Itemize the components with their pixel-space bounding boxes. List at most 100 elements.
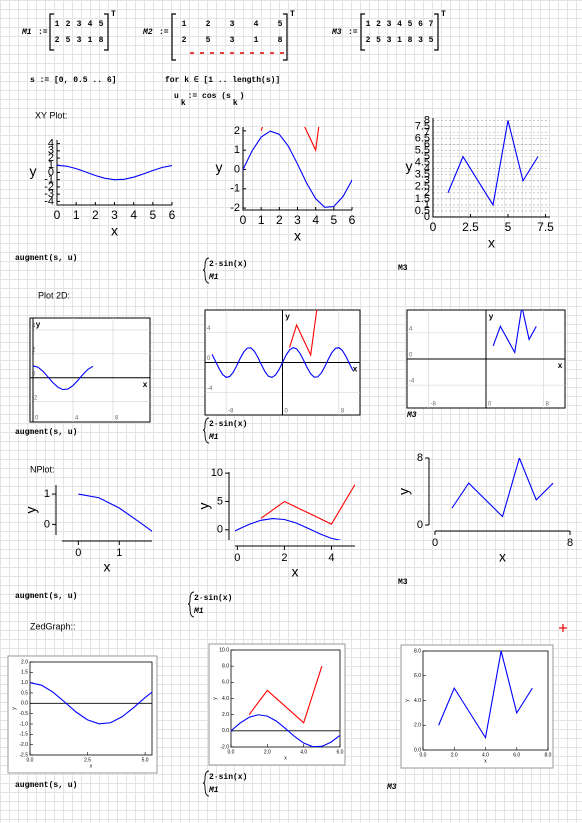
x-tick-label: 8: [341, 409, 345, 415]
definition-part: k: [233, 99, 238, 108]
y-tick-label: -4: [207, 386, 213, 392]
y-tick-label: -0.5: [19, 711, 28, 717]
y-tick-label: 0.5: [415, 205, 430, 217]
y-axis-title: y: [11, 707, 17, 710]
definition: for k ∈ [1 .. length(s)]: [165, 76, 280, 85]
x-tick-label: 6.0: [337, 749, 344, 755]
y-axis-title: y: [23, 507, 39, 514]
x-tick-label: 4.0: [300, 749, 307, 755]
matrix-cell: 4: [397, 20, 402, 29]
caption: augment(s, u): [15, 428, 77, 437]
y-axis-title: y: [285, 313, 290, 322]
y-axis-title: y: [216, 159, 223, 175]
x-tick-label: 5: [330, 213, 337, 227]
y-tick-label: 0: [417, 519, 423, 531]
x-axis-title: x: [294, 228, 301, 244]
y-tick-label: 2: [424, 187, 430, 199]
plot-area: [422, 650, 549, 751]
caption: 2·sin(x): [209, 773, 247, 782]
data-line: [260, 484, 355, 525]
matrix-cell: 2: [206, 20, 211, 29]
y-tick-label: 1.5: [21, 670, 28, 676]
x-tick-label: 3: [294, 213, 301, 227]
assign: :=: [38, 28, 48, 37]
x-axis-title: x: [353, 366, 358, 375]
x-tick-label: 0: [35, 416, 39, 422]
x-tick-label: 1: [116, 547, 122, 559]
x-tick-label: 2.0: [264, 749, 271, 755]
y-tick-label: 5.5: [415, 145, 430, 157]
caption: M3: [398, 264, 408, 273]
x-tick-label: 0: [285, 409, 289, 415]
x-tick-label: 6.0: [513, 752, 520, 758]
x-tick-label: 0.0: [420, 752, 427, 758]
y-tick-label: -3: [44, 188, 54, 200]
x-tick-label: 2.5: [462, 220, 479, 234]
y-tick-label: 10.0: [219, 647, 229, 653]
x-tick-label: 2: [276, 213, 283, 227]
matrix-cell: 6: [418, 20, 423, 29]
y-tick-label: 1: [424, 199, 430, 211]
y-tick-label: 8.0: [222, 663, 229, 669]
data-line: [30, 682, 152, 725]
data-line: [32, 365, 94, 391]
y-tick-label: 0.5: [21, 690, 28, 696]
x-tick-label: 7.5: [537, 220, 554, 234]
matrix-cell: 1: [397, 36, 402, 45]
matrix-cell: 2: [376, 20, 381, 29]
matrix-cell: 1: [366, 20, 371, 29]
caption: M1: [208, 433, 219, 442]
caption: augment(s, u): [15, 781, 77, 790]
x-tick-label: 0: [488, 402, 492, 408]
x-tick-label: -8: [228, 409, 234, 415]
y-tick-label: -2.5: [19, 752, 28, 758]
y-tick-label: 1.5: [415, 193, 430, 205]
definition-part: k: [181, 99, 186, 108]
x-tick-label: 8.0: [545, 752, 552, 758]
matrix-cell: 8: [278, 36, 283, 45]
matrix-cell: 3: [387, 20, 392, 29]
matrix-cell: 3: [77, 36, 82, 45]
x-tick-label: 6: [169, 208, 176, 222]
x-tick-label: 4: [312, 213, 319, 227]
y-tick-label: 0.0: [222, 728, 229, 734]
x-tick-label: 0: [54, 208, 61, 222]
matrix-cell: 3: [77, 20, 82, 29]
axes: [432, 118, 550, 218]
y-tick-label: 0.0: [21, 701, 28, 707]
x-tick-label: 2: [281, 552, 287, 564]
section-label: NPlot:: [30, 464, 55, 474]
x-axis-title: x: [558, 362, 563, 371]
y-tick-label: 4: [207, 326, 211, 332]
x-tick-label: 8: [545, 402, 549, 408]
x-axis-title: x: [499, 549, 506, 565]
y-tick-label: 1: [48, 159, 54, 171]
y-tick-label: 0: [32, 371, 36, 377]
y-tick-label: 0: [217, 524, 223, 536]
y-tick-label: 7.5: [415, 120, 430, 132]
transpose: T: [290, 10, 295, 19]
y-tick-label: 2.0: [414, 723, 421, 729]
y-axis-title: y: [212, 697, 218, 700]
matrix-cell: 1: [88, 36, 93, 45]
y-tick-label: 10: [211, 467, 223, 479]
matrix-cell: 2: [182, 36, 187, 45]
x-tick-label: 1: [258, 213, 265, 227]
x-tick-label: 3: [111, 208, 118, 222]
data-line: [447, 120, 539, 207]
x-tick-label: 5: [505, 220, 512, 234]
matrix-cell: 1: [55, 20, 60, 29]
matrix-cell: 4: [88, 20, 93, 29]
x-tick-label: 8: [567, 537, 573, 549]
y-tick-label: -1: [44, 174, 54, 186]
data-line: [289, 310, 318, 357]
y-tick-label: -1.5: [19, 732, 28, 738]
x-tick-label: 0.0: [27, 757, 34, 763]
y-tick-label: 4.0: [222, 696, 229, 702]
bracket: [171, 13, 288, 61]
data-line: [248, 666, 323, 724]
bracket: [360, 13, 439, 51]
matrix-cell: 4: [254, 20, 259, 29]
y-axis-title: y: [396, 488, 412, 495]
plot-area: [29, 661, 153, 756]
